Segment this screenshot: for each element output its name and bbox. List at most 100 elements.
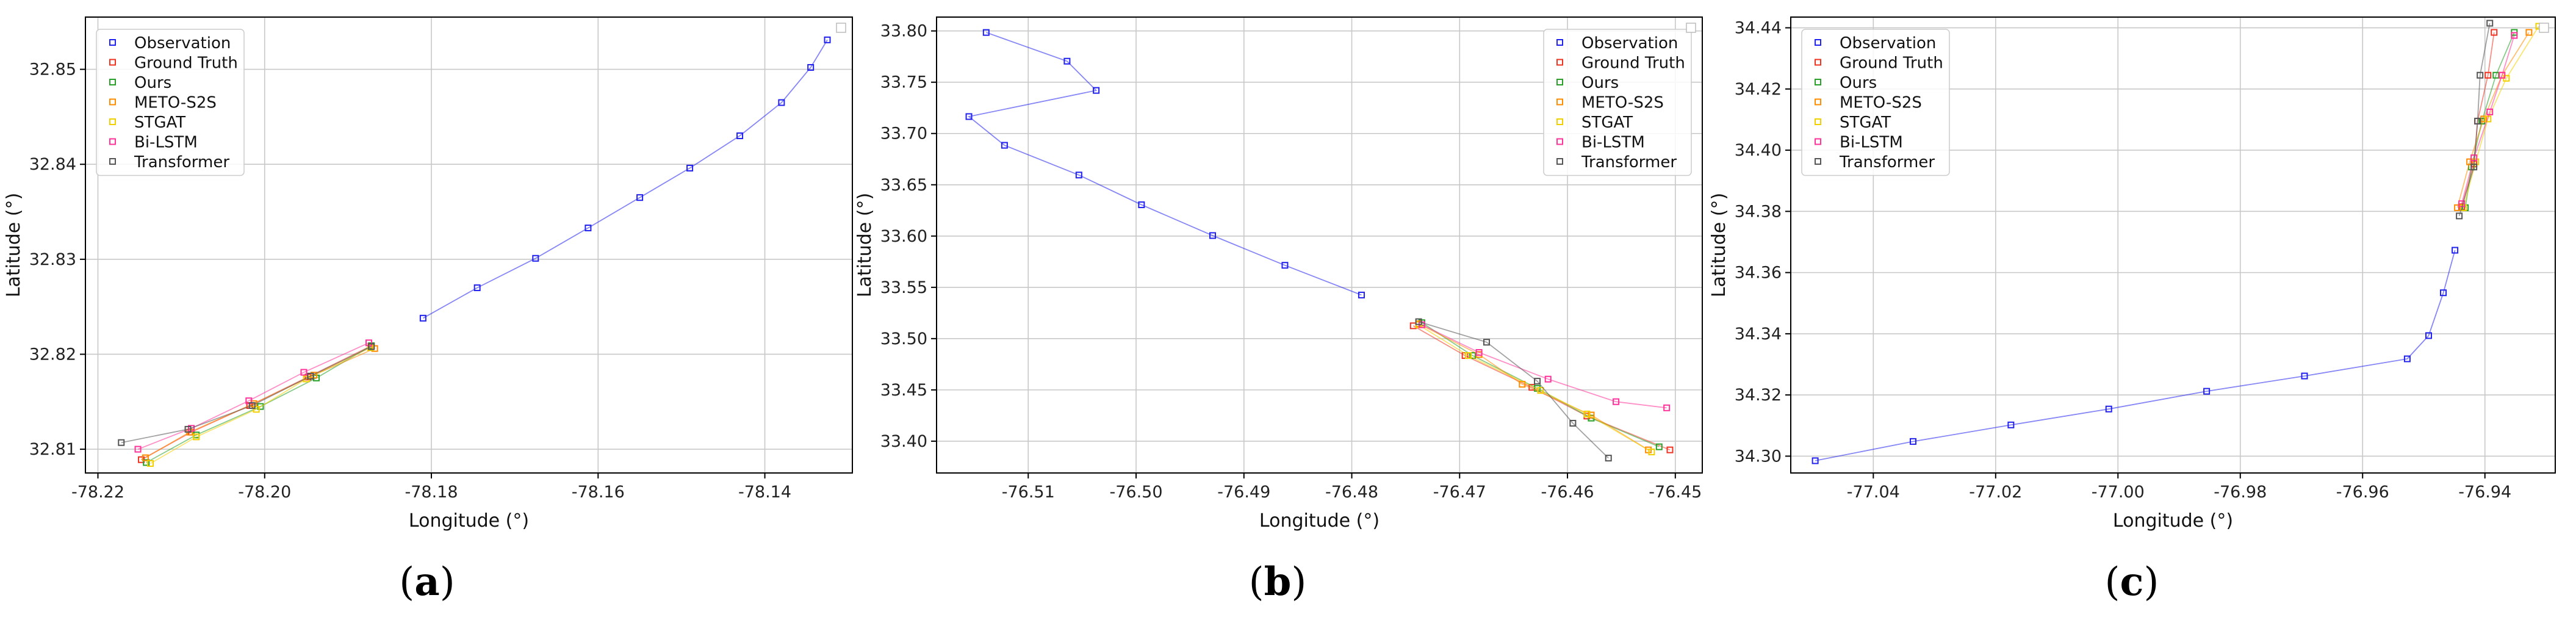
data-point-observation [2440,289,2447,297]
legend-marker-transformer [1556,158,1563,165]
data-point-observation [2403,355,2411,363]
legend-box [1801,29,1950,176]
data-point-stgat [253,406,260,413]
data-point-observation [2301,372,2308,380]
x-tick-label: -76.46 [1541,483,1594,502]
legend-marker-ours [1556,79,1563,85]
legend-marker-observation [1815,39,1821,46]
legend-marker-bi-lstm [109,138,116,145]
data-point-transformer [1534,378,1541,385]
data-point-stgat [147,460,154,467]
legend-box [96,29,245,176]
x-tick-label: -76.51 [1002,483,1055,502]
data-point-ground-truth [1666,446,1674,453]
x-tick-label: -76.96 [2336,483,2389,502]
empty-legend-box [1686,23,1696,33]
series-line-stgat [1418,324,1652,453]
data-point-meto-s2s [142,454,149,461]
legend-marker-bi-lstm [1815,138,1821,145]
legend-entry-label: Transformer [1839,153,1935,171]
x-tick-label: -76.50 [1109,483,1162,502]
legend-marker-ours [1815,79,1821,85]
legend-entry-label: Ours [1581,74,1619,92]
data-point-observation [736,132,744,140]
data-point-stgat [2460,204,2467,211]
data-point-bi-lstm [2511,32,2518,39]
y-tick-label: 32.81 [29,440,76,459]
legend-marker-ground-truth [109,59,116,66]
data-point-stgat [1583,410,1591,417]
legend-entry-label: METO-S2S [134,94,217,112]
data-point-observation [419,314,426,322]
data-point-transformer [1605,455,1612,462]
x-tick-label: -78.16 [572,483,625,502]
legend-entry-label: METO-S2S [1840,94,1922,112]
legend-marker-meto-s2s [1556,98,1563,106]
series-line-bi-lstm [2461,35,2515,204]
series-line-meto-s2s [2456,32,2530,208]
y-tick-label: 34.34 [1735,325,1782,344]
x-tick-label: -77.00 [2092,483,2145,502]
legend-marker-ours [109,79,116,85]
data-point-observation [982,29,990,36]
data-point-observation [807,63,815,71]
data-point-transformer [2477,71,2484,79]
legend-entry-label: Ground Truth [134,54,238,73]
y-tick-label: 32.84 [29,155,76,174]
x-tick-label: -76.48 [1325,483,1378,502]
data-point-observation [686,164,694,171]
data-point-observation [1075,171,1082,179]
chart-panel-b: -76.51 -76.50 -76.49 -76.48 -76.47 -76.46 -76.… [854,16,1703,605]
y-tick-label: 34.44 [1735,19,1782,38]
legend-entry-label: STGAT [134,114,185,132]
y-axis-label: Latitude (°) [3,193,24,297]
legend-entry-label: Ground Truth [1840,54,1943,73]
data-point-observation [473,284,481,292]
data-point-bi-lstm [2486,108,2494,115]
x-tick-label: -77.02 [1969,483,2022,502]
legend-entry-label: Ground Truth [1581,54,1685,73]
legend-box [1543,29,1692,176]
legend-entry-label: METO-S2S [1581,94,1664,112]
data-point-observation [1358,291,1365,298]
data-point-transformer [2470,164,2478,171]
chart-panel-a: -78.22 -78.20 -78.18 -78.16 -78.14 32.81 32.82… [3,16,853,605]
data-point-transformer [1569,419,1577,427]
data-point-observation [824,36,831,43]
data-point-observation [636,194,644,201]
legend-entry-label: STGAT [1581,114,1633,132]
y-tick-label: 34.32 [1735,386,1782,405]
legend-marker-meto-s2s [109,98,116,106]
legend-marker-transformer [109,158,116,165]
data-point-ground-truth [2484,71,2492,79]
data-point-transformer [248,402,256,410]
y-tick-label: 34.40 [1735,141,1782,160]
x-axis-label: Longitude (°) [409,510,529,532]
data-point-observation [2007,421,2015,428]
data-point-bi-lstm [300,369,308,376]
data-point-meto-s2s [2525,29,2533,36]
data-point-ours [143,459,150,466]
x-tick-label: -76.94 [2458,483,2511,502]
data-point-transformer [184,425,192,433]
data-point-bi-lstm [1663,404,1671,411]
data-point-observation [1093,87,1100,94]
data-point-transformer [2486,20,2494,27]
data-point-ours [1655,443,1663,450]
data-point-meto-s2s [2454,204,2461,211]
series-line-bi-lstm [137,342,369,450]
data-point-bi-lstm [1544,375,1552,383]
legend-marker-meto-s2s [1815,98,1821,106]
series-line-observation [422,39,828,319]
subfigure-label: (c) [2105,559,2159,605]
legend-entry-label: Bi-LSTM [134,134,198,152]
legend-marker-stgat [1815,118,1821,125]
data-point-observation [2452,247,2459,254]
data-point-bi-lstm [1475,349,1483,356]
x-tick-label: -78.18 [405,483,458,502]
legend-marker-stgat [109,118,116,125]
series-line-transformer [121,346,372,444]
y-tick-label: 34.42 [1735,80,1782,99]
data-point-observation [778,99,785,106]
series-line-observation [967,32,1362,296]
